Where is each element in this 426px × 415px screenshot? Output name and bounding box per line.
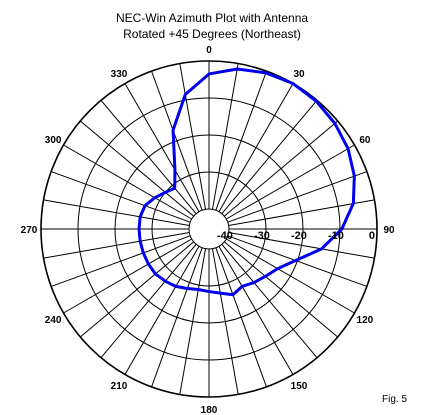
radial-tick-labels: 0 -10 -20 -30 -40 xyxy=(217,230,375,242)
chart-title-line-1: NEC-Win Azimuth Plot with Antenna xyxy=(116,11,308,25)
angle-tick-label: 270 xyxy=(21,225,38,236)
radial-tick-label: -20 xyxy=(291,230,307,242)
angle-tick-label: 330 xyxy=(111,69,128,80)
radial-grid-circle xyxy=(114,134,304,324)
pattern-series-layer xyxy=(137,67,356,297)
pattern-series-line xyxy=(137,67,356,297)
radial-grid-circle xyxy=(40,60,378,398)
angle-tick-label: 30 xyxy=(293,69,305,80)
radial-tick-label: 0 xyxy=(369,230,375,242)
radial-tick-label: -30 xyxy=(254,230,270,242)
angle-tick-label: 90 xyxy=(383,225,395,236)
angle-tick-label: 180 xyxy=(201,405,218,415)
angle-tick-label: 240 xyxy=(45,315,62,326)
radial-tick-label: -10 xyxy=(328,230,344,242)
angle-tick-label: 210 xyxy=(111,381,128,392)
angle-tick-label: 0 xyxy=(206,45,212,56)
angle-tick-label: 150 xyxy=(291,381,308,392)
angle-tick-label: 300 xyxy=(45,135,62,146)
angle-tick-label: 60 xyxy=(359,135,371,146)
angle-tick-label: 120 xyxy=(357,315,374,326)
radial-grid-circle xyxy=(188,208,230,250)
figure-label: Fig. 5 xyxy=(382,394,407,405)
radial-grid-circle xyxy=(151,171,267,287)
radial-tick-label: -40 xyxy=(217,230,233,242)
angle-tick-labels: 0 30 60 90 120 150 180 210 240 270 300 330 xyxy=(21,45,395,415)
chart-title-line-2: Rotated +45 Degrees (Northeast) xyxy=(123,27,301,41)
